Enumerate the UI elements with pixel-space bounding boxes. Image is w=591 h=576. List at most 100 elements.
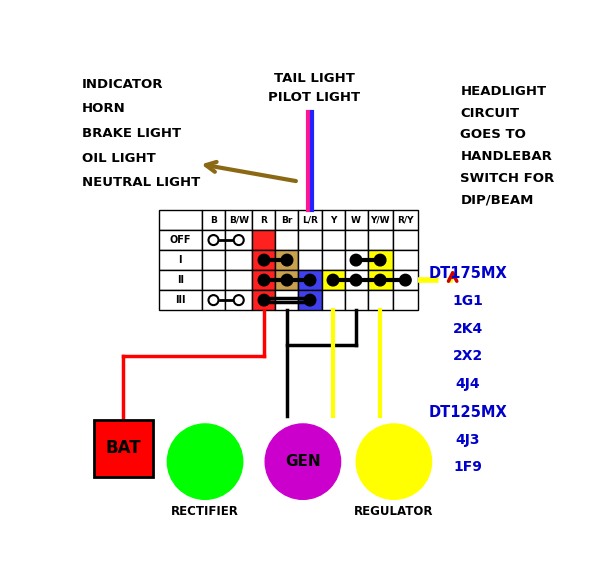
Text: REGULATOR: REGULATOR	[354, 506, 434, 518]
Text: 2X2: 2X2	[453, 350, 483, 363]
Text: DT175MX: DT175MX	[428, 266, 508, 281]
Bar	[298, 270, 322, 290]
Bar	[322, 210, 345, 230]
Text: 4J3: 4J3	[456, 433, 480, 446]
Bar	[225, 290, 252, 310]
Text: 4J4: 4J4	[456, 377, 480, 391]
Text: R: R	[261, 215, 268, 225]
Text: 2K4: 2K4	[453, 321, 483, 336]
Circle shape	[348, 272, 363, 288]
Bar	[368, 270, 393, 290]
Bar	[93, 419, 152, 477]
Text: TAIL LIGHT: TAIL LIGHT	[274, 72, 355, 85]
Bar	[368, 210, 393, 230]
Text: HORN: HORN	[82, 102, 125, 115]
Circle shape	[209, 235, 219, 245]
Text: RECTIFIER: RECTIFIER	[171, 506, 239, 518]
Text: Y/W: Y/W	[371, 215, 390, 225]
Text: W: W	[351, 215, 361, 225]
Bar	[393, 230, 418, 250]
Circle shape	[325, 272, 340, 288]
Bar	[322, 230, 345, 250]
Bar	[345, 290, 368, 310]
Text: SWITCH FOR: SWITCH FOR	[460, 172, 554, 184]
Text: NEUTRAL LIGHT: NEUTRAL LIGHT	[82, 176, 200, 189]
Bar	[298, 290, 322, 310]
Circle shape	[233, 295, 243, 305]
Bar	[322, 250, 345, 270]
Bar	[225, 210, 252, 230]
Bar	[345, 270, 368, 290]
Bar	[345, 210, 368, 230]
Circle shape	[348, 252, 363, 268]
Bar	[345, 230, 368, 250]
Text: CIRCUIT: CIRCUIT	[460, 107, 519, 120]
Bar	[158, 250, 202, 270]
Circle shape	[374, 274, 386, 286]
Circle shape	[258, 255, 269, 266]
Bar	[225, 270, 252, 290]
Bar	[252, 270, 275, 290]
Bar	[345, 250, 368, 270]
Text: 1G1: 1G1	[453, 294, 483, 308]
Bar	[202, 250, 225, 270]
Circle shape	[233, 235, 243, 245]
Circle shape	[327, 274, 339, 286]
Circle shape	[356, 424, 431, 499]
Bar	[202, 270, 225, 290]
Text: DT125MX: DT125MX	[428, 405, 508, 420]
Text: HANDLEBAR: HANDLEBAR	[460, 150, 552, 163]
Circle shape	[209, 295, 219, 305]
Bar	[393, 210, 418, 230]
Circle shape	[265, 424, 340, 499]
Bar	[225, 230, 252, 250]
Bar	[393, 290, 418, 310]
Text: OIL LIGHT: OIL LIGHT	[82, 151, 155, 165]
Text: III: III	[175, 295, 186, 305]
Bar	[158, 270, 202, 290]
Bar	[252, 210, 275, 230]
Text: INDICATOR: INDICATOR	[82, 78, 163, 90]
Bar	[322, 270, 345, 290]
Circle shape	[281, 274, 293, 286]
Bar	[275, 250, 298, 270]
Text: B/W: B/W	[229, 215, 249, 225]
Circle shape	[256, 293, 272, 308]
Circle shape	[350, 255, 362, 266]
Bar	[252, 290, 275, 310]
Bar	[158, 210, 202, 230]
Bar	[393, 250, 418, 270]
Bar	[298, 210, 322, 230]
Circle shape	[258, 294, 269, 306]
Text: R/Y: R/Y	[397, 215, 414, 225]
Text: 1F9: 1F9	[454, 460, 482, 474]
Circle shape	[304, 294, 316, 306]
Bar	[393, 270, 418, 290]
Circle shape	[256, 272, 272, 288]
Circle shape	[303, 272, 318, 288]
Bar	[158, 290, 202, 310]
Bar	[158, 230, 202, 250]
Text: I: I	[178, 255, 182, 265]
Text: HEADLIGHT: HEADLIGHT	[460, 85, 547, 98]
Circle shape	[280, 272, 295, 288]
Bar	[252, 230, 275, 250]
Bar	[252, 250, 275, 270]
Circle shape	[281, 255, 293, 266]
Circle shape	[256, 252, 272, 268]
Bar	[275, 230, 298, 250]
Circle shape	[400, 274, 411, 286]
Bar	[275, 210, 298, 230]
Bar	[368, 290, 393, 310]
Circle shape	[372, 252, 388, 268]
Bar	[298, 250, 322, 270]
Text: Y: Y	[330, 215, 336, 225]
Text: Br: Br	[281, 215, 293, 225]
Bar	[202, 210, 225, 230]
Circle shape	[303, 293, 318, 308]
Circle shape	[280, 252, 295, 268]
Bar	[368, 230, 393, 250]
Circle shape	[374, 255, 386, 266]
Text: L/R: L/R	[302, 215, 318, 225]
Bar	[225, 250, 252, 270]
